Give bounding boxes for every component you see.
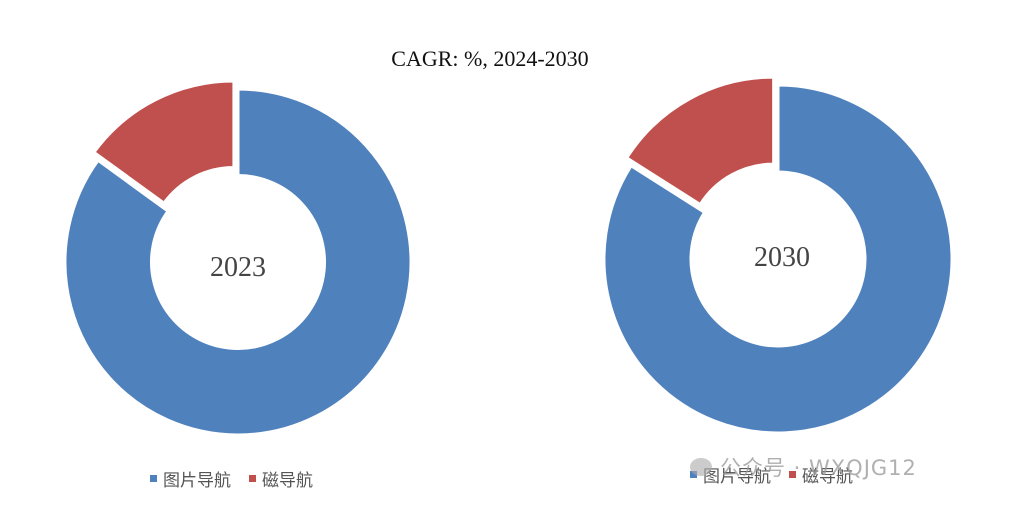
legend-swatch-blue <box>150 475 157 482</box>
slice-image-nav <box>602 83 954 435</box>
legend-label: 图片导航 <box>703 467 771 487</box>
legend-label: 图片导航 <box>163 471 231 491</box>
slice-image-nav <box>63 87 413 437</box>
slice-magnetic-nav <box>624 75 776 207</box>
watermark-text: 公众号 · WXQJG12 <box>720 456 917 480</box>
legend-swatch-red <box>789 471 796 478</box>
legend-swatch-red <box>249 475 256 482</box>
slice-magnetic-nav <box>91 79 236 206</box>
center-label-2030: 2030 <box>754 242 810 273</box>
legend-item-magnetic-nav: 磁导航 <box>249 466 313 491</box>
legend-2030: 图片导航 磁导航 <box>690 462 853 487</box>
wechat-icon <box>690 458 712 476</box>
watermark: 公众号 · WXQJG12 <box>690 452 917 482</box>
legend-swatch-blue <box>690 471 697 478</box>
legend-2023: 图片导航 磁导航 <box>150 466 313 491</box>
legend-label: 磁导航 <box>262 471 313 491</box>
legend-item-image-nav: 图片导航 <box>150 466 231 491</box>
chart-title: CAGR: %, 2024-2030 <box>391 46 589 71</box>
center-label-2023: 2023 <box>210 252 266 283</box>
legend-item-magnetic-nav: 磁导航 <box>789 462 853 487</box>
legend-label: 磁导航 <box>802 467 853 487</box>
legend-item-image-nav: 图片导航 <box>690 462 771 487</box>
